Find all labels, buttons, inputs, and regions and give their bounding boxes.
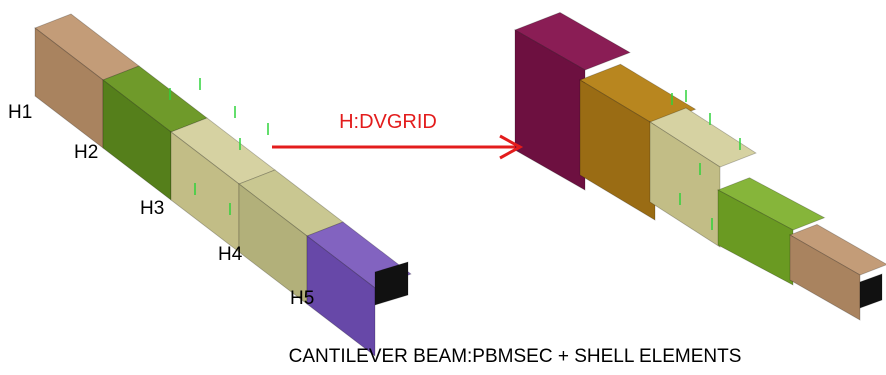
label: H2 (74, 142, 98, 163)
beam-face (860, 274, 882, 308)
arrow-label: H:DVGRID (339, 111, 437, 133)
beams (35, 13, 886, 357)
label: H3 (140, 198, 164, 219)
caption: CANTILEVER BEAM:PBMSEC + SHELL ELEMENTS (289, 346, 742, 367)
label: H1 (8, 102, 32, 123)
label: H5 (290, 288, 314, 309)
label: H4 (218, 244, 243, 265)
diagram: H:DVGRID H1 H2 H3 H4 H5 CANTILEVER BEAM:… (0, 0, 886, 375)
